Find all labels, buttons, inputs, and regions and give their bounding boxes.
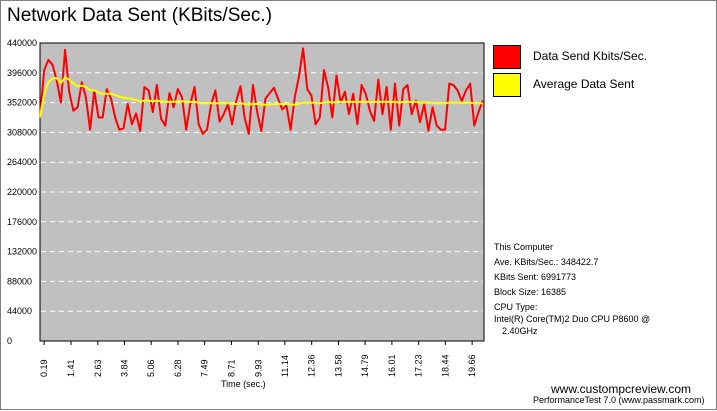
info-cpu-line1: Intel(R) Core(TM)2 Duo CPU P8600 @	[494, 314, 651, 324]
x-tick-label: 18.44	[440, 354, 450, 377]
legend-label-data-send: Data Send Kbits/Sec.	[533, 49, 648, 63]
x-tick-label: 3.84	[119, 359, 129, 377]
y-tick-label: 220000	[7, 187, 37, 197]
y-tick-label: 264000	[7, 157, 37, 167]
footer-site: www.custompcreview.com	[551, 382, 692, 396]
x-tick-label: 19.66	[467, 354, 477, 377]
info-cpu-line2: 2.40GHz	[502, 326, 538, 336]
info-kbits-sent: KBits Sent: 6991773	[494, 272, 577, 282]
y-tick-label: 440000	[7, 38, 37, 48]
y-tick-label: 132000	[7, 247, 37, 257]
footer-product: PerformanceTest 7.0 (www.passmark.com)	[533, 395, 705, 405]
x-axis-label: Time (sec.)	[221, 379, 266, 389]
x-tick-label: 9.93	[253, 359, 263, 377]
y-tick-label: 352000	[7, 98, 37, 108]
chart-title: Network Data Sent (KBits/Sec.)	[7, 5, 273, 26]
y-tick-label: 0	[7, 336, 12, 346]
y-tick-label: 308000	[7, 127, 37, 137]
x-tick-label: 8.71	[226, 359, 236, 377]
x-tick-label: 6.28	[173, 359, 183, 377]
legend-item-data-send: Data Send Kbits/Sec.	[493, 45, 708, 71]
info-heading: This Computer	[494, 242, 554, 252]
x-tick-label: 16.01	[387, 354, 397, 377]
x-tick-label: 7.49	[200, 359, 210, 377]
x-tick-label: 12.36	[307, 354, 317, 377]
info-average: Ave. KBits/Sec.: 348422.7	[494, 257, 599, 267]
x-tick-label: 13.58	[333, 354, 343, 377]
legend-label-average: Average Data Sent	[533, 77, 635, 91]
x-tick-label: 2.63	[93, 359, 103, 377]
x-tick-label: 5.06	[146, 359, 156, 377]
info-cpu-label: CPU Type:	[494, 302, 538, 312]
info-block-size: Block Size: 16385	[494, 287, 567, 297]
y-tick-label: 176000	[7, 217, 37, 227]
x-tick-label: 17.23	[414, 354, 424, 377]
y-tick-label: 396000	[7, 68, 37, 78]
x-tick-label: 14.79	[360, 354, 370, 377]
y-tick-label: 44000	[7, 306, 32, 316]
y-tick-label: 88000	[7, 276, 32, 286]
series-line-average	[39, 76, 483, 118]
legend-item-average: Average Data Sent	[493, 73, 708, 99]
x-tick-label: 0.19	[39, 359, 49, 377]
legend-swatch-red	[493, 45, 521, 69]
x-tick-label: 1.41	[66, 359, 76, 377]
series-line-data-send	[39, 47, 484, 135]
legend-swatch-yellow	[493, 73, 521, 97]
x-tick-label: 11.14	[280, 355, 290, 377]
